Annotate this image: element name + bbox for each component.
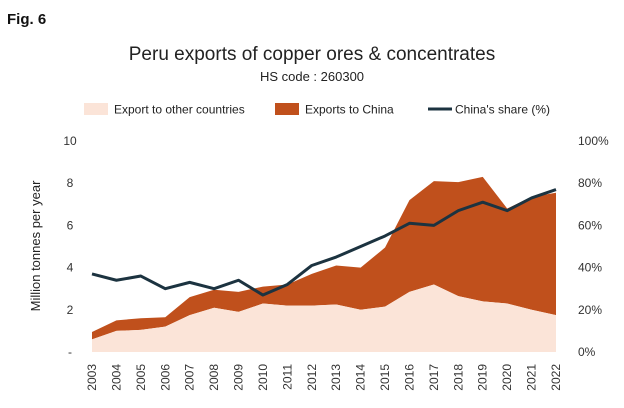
- x-tick-label: 2019: [476, 364, 490, 391]
- area-export-to-other-countries: [92, 284, 556, 352]
- y-tick-label: 2: [67, 303, 74, 317]
- x-tick-label: 2010: [256, 364, 270, 391]
- x-tick-label: 2016: [402, 364, 416, 391]
- figure-label: Fig. 6: [7, 11, 47, 28]
- chart-title: Peru exports of copper ores & concentrat…: [128, 44, 496, 65]
- x-tick-label: 2015: [378, 364, 392, 391]
- x-tick-label: 2003: [85, 364, 99, 391]
- x-tick-label: 2021: [525, 364, 539, 391]
- x-tick-label: 2006: [158, 364, 172, 391]
- line-china-share: [91, 188, 557, 297]
- chart-subtitle: HS code : 260300: [259, 69, 365, 84]
- y-axis-left: - 2 4 6 8 10: [63, 134, 77, 359]
- x-tick-label: 2009: [232, 364, 246, 391]
- y2-tick-label: 20%: [578, 303, 602, 317]
- legend-swatch-other-countries: [84, 103, 108, 115]
- y2-tick-label: 80%: [578, 176, 602, 190]
- x-tick-label: 2014: [354, 364, 368, 391]
- x-tick-label: 2005: [134, 364, 148, 391]
- x-tick-label: 2007: [183, 364, 197, 391]
- y2-tick-label: 40%: [578, 261, 602, 275]
- x-tick-label: 2004: [109, 364, 123, 391]
- plot-areas: [92, 176, 556, 352]
- legend-label-other-countries: Export to other countries: [114, 103, 245, 117]
- x-tick-label: 2018: [451, 364, 465, 391]
- x-axis: 2003 2004 2005 2006 2007 2008 2009 2010 2011 2012…: [85, 364, 563, 391]
- y-tick-label: 10: [63, 134, 77, 148]
- y-tick-label: -: [68, 345, 72, 359]
- x-tick-label: 2008: [207, 364, 221, 391]
- x-tick-label: 2022: [549, 364, 563, 391]
- y-tick-label: 8: [67, 176, 74, 190]
- x-tick-label: 2012: [305, 364, 319, 391]
- y-tick-label: 4: [67, 261, 74, 275]
- y-axis-right: 0% 20% 40% 60% 80% 100%: [578, 134, 609, 359]
- y2-tick-label: 60%: [578, 218, 602, 232]
- y2-tick-label: 100%: [578, 134, 609, 148]
- y2-tick-label: 0%: [578, 345, 596, 359]
- plot-lines: [91, 188, 557, 297]
- x-tick-label: 2011: [280, 364, 294, 390]
- area-exports-to-china: [92, 176, 556, 340]
- legend-label-china-share: China's share (%): [455, 103, 550, 117]
- legend: Export to other countries Exports to Chi…: [84, 103, 550, 117]
- y-axis-label: Million tonnes per year: [28, 180, 43, 311]
- y-tick-label: 6: [67, 218, 74, 232]
- x-tick-label: 2013: [329, 364, 343, 391]
- legend-label-china: Exports to China: [305, 103, 394, 117]
- x-tick-label: 2020: [500, 364, 514, 391]
- legend-swatch-china: [275, 103, 299, 115]
- x-tick-label: 2017: [427, 364, 441, 391]
